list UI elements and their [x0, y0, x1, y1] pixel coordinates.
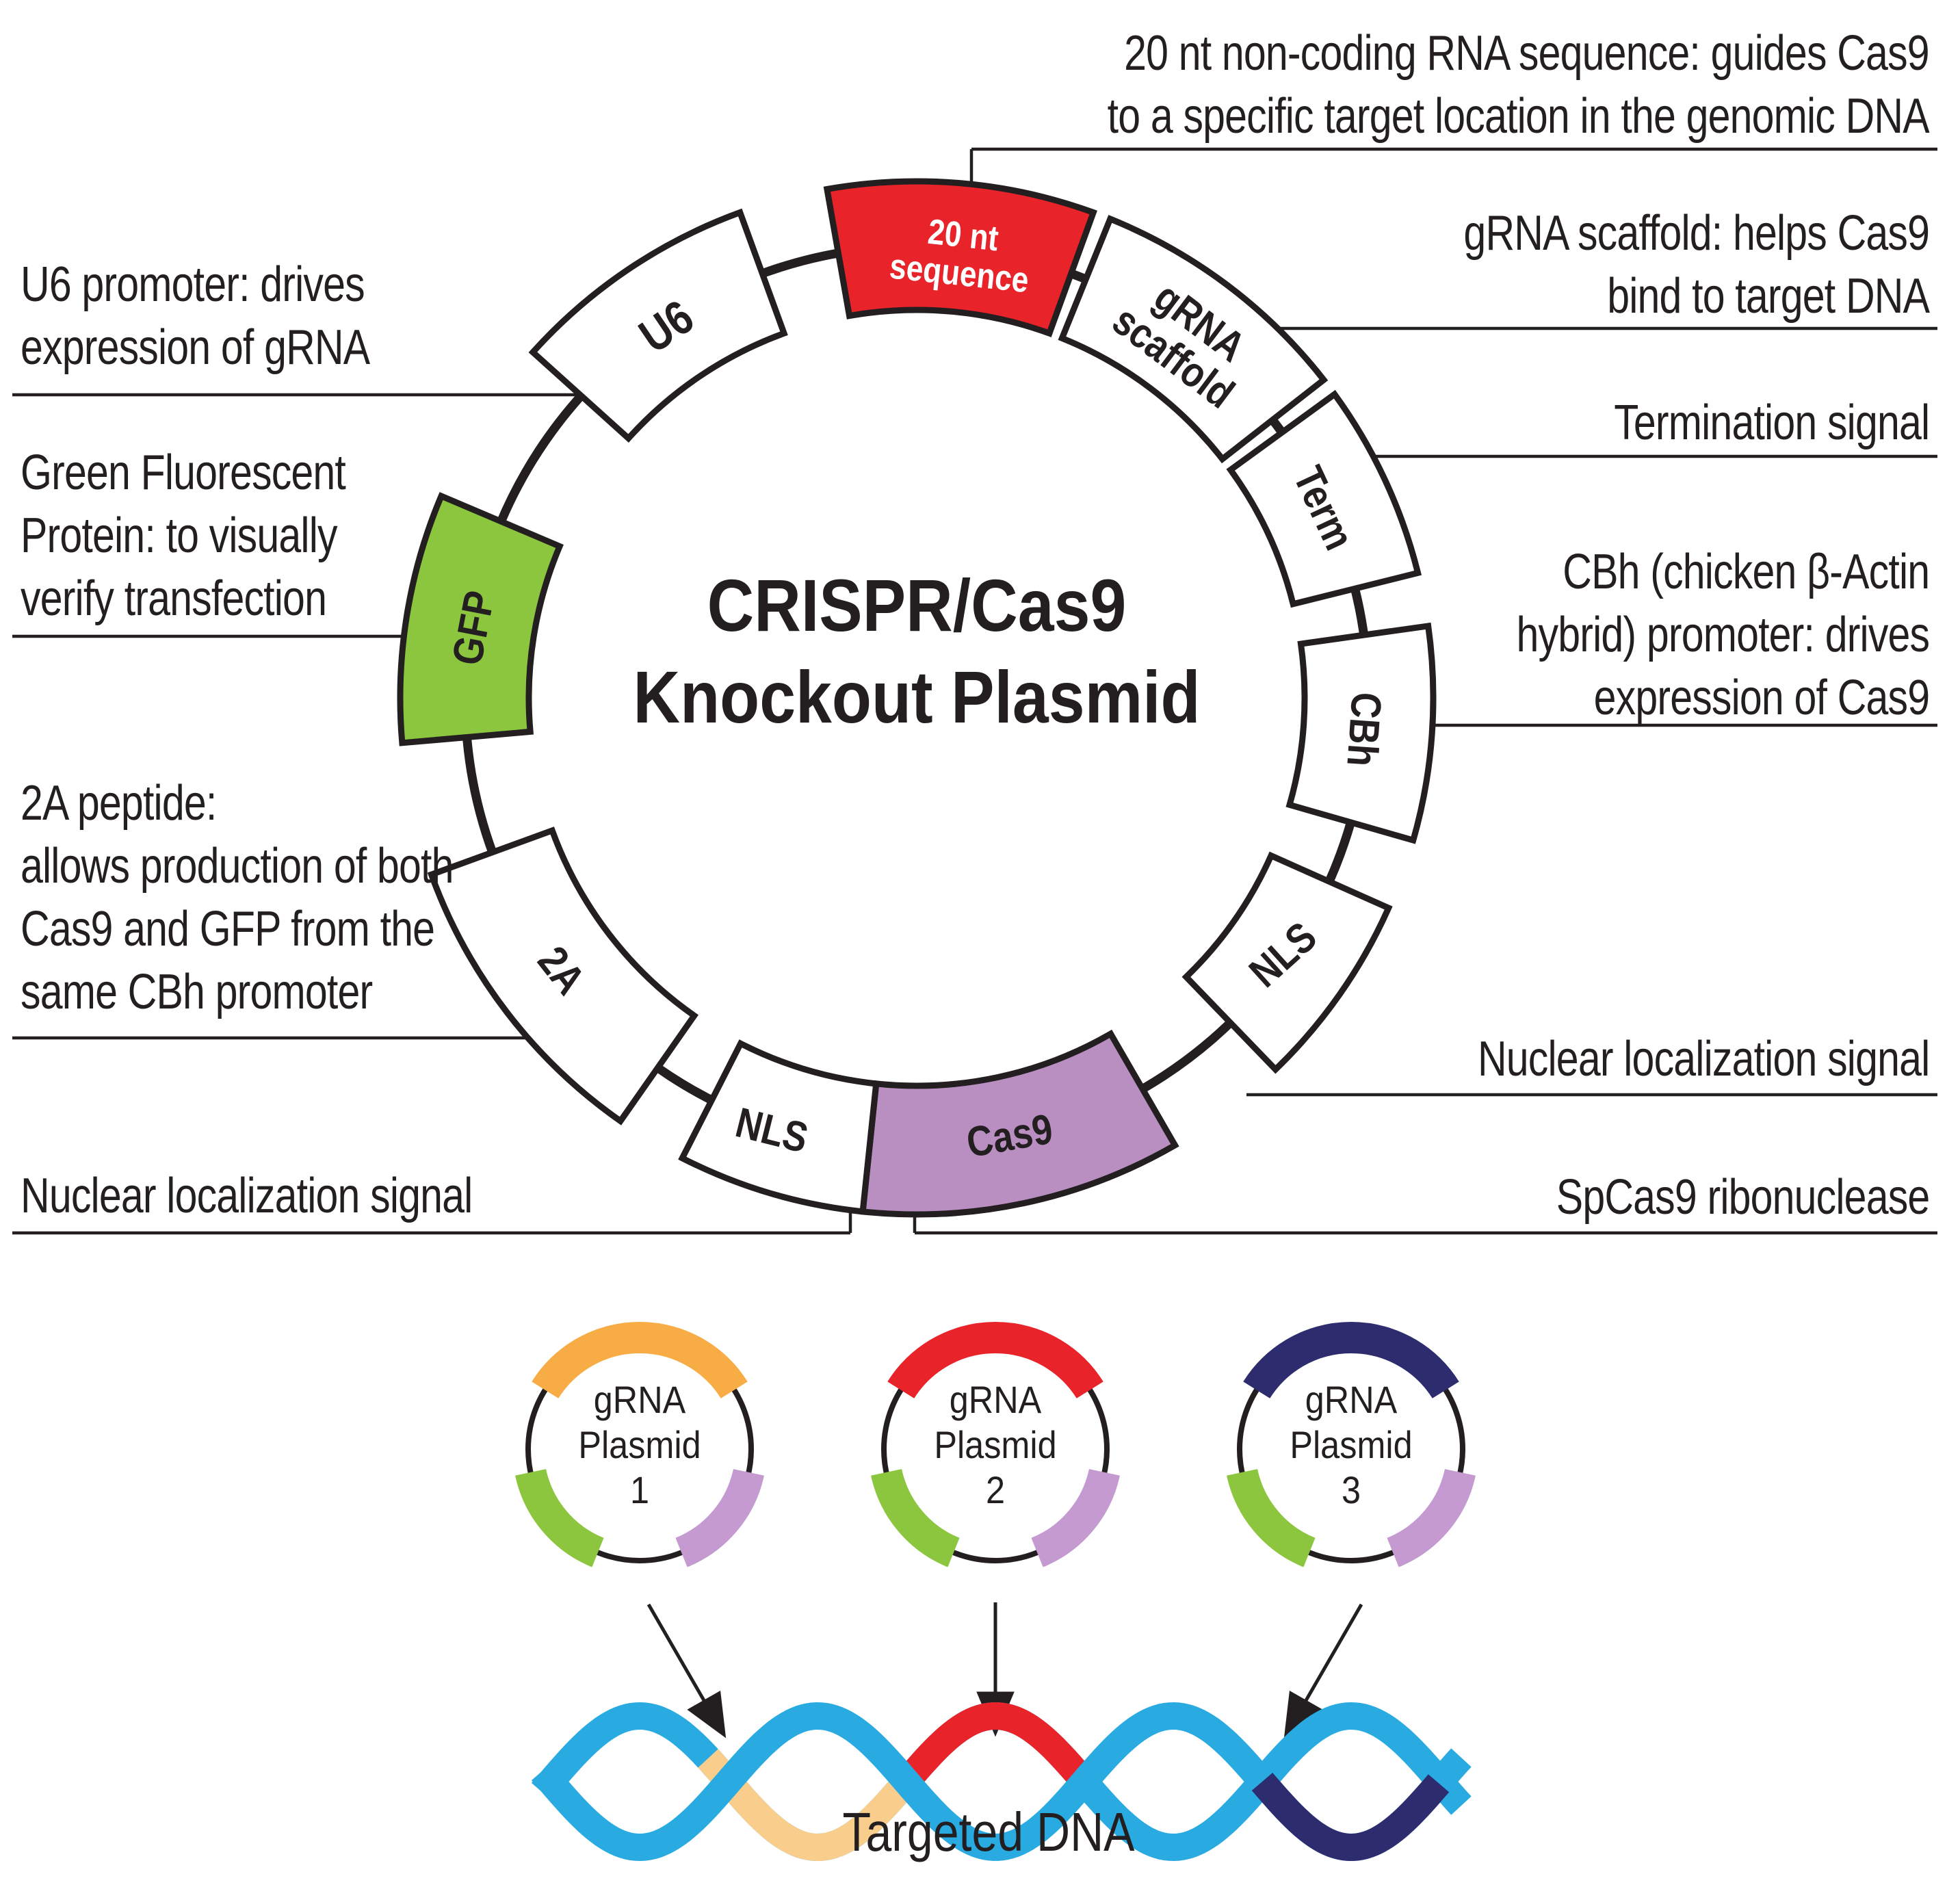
segment-nls-left	[678, 1039, 880, 1215]
segment-label-cbh: CBh	[1337, 690, 1390, 768]
annotation-gfp: Green Fluorescent Protein: to visually v…	[21, 445, 346, 626]
dna-highlight-tan	[698, 1749, 916, 1862]
mini-arc-green	[1227, 1468, 1316, 1567]
grna-plasmid-3	[1227, 1322, 1476, 1567]
segment-2a	[427, 827, 699, 1125]
targeted-dna-helix	[531, 1702, 1472, 1862]
segment-term	[1226, 389, 1422, 608]
mini-arc-purple	[1030, 1468, 1120, 1567]
plasmid-ring-layer	[397, 178, 1437, 1218]
annotation-grna-scaffold: gRNA scaffold: helps Cas9 bind to target…	[1463, 206, 1930, 324]
segment-label-20nt: 20 nt sequence	[887, 211, 1031, 301]
segment-gfp	[397, 492, 564, 746]
annotation-u6-promoter: U6 promoter: drives expression of gRNA	[21, 257, 370, 375]
mini-arc-20nt	[1243, 1322, 1459, 1399]
annotation-termination-signal: Termination signal	[1613, 395, 1930, 450]
plasmid-title: CRISPR/Cas9 Knockout Plasmid	[633, 564, 1201, 738]
mini-arc-green	[871, 1468, 961, 1567]
annotation-2a-peptide: 2A peptide: allows production of both Ca…	[21, 776, 454, 1019]
annotation-spcas9: SpCas9 ribonuclease	[1556, 1170, 1929, 1225]
grna-plasmids-layer	[515, 1322, 1476, 1567]
mini-arc-purple	[1386, 1468, 1476, 1567]
annotation-cbh-promoter: CBh (chicken β-Actin hybrid) promoter: d…	[1516, 545, 1930, 725]
mini-arc-green	[515, 1468, 605, 1567]
segment-u6	[528, 208, 788, 443]
segment-nls-right	[1181, 851, 1393, 1074]
grna-plasmid-2	[871, 1322, 1120, 1567]
targeted-dna-label: Targeted DNA	[842, 1801, 1135, 1862]
leader-lines	[12, 147, 1937, 1235]
segment-seq20	[823, 178, 1097, 337]
grna-plasmid-1	[515, 1322, 764, 1567]
annotation-20nt-sequence: 20 nt non-coding RNA sequence: guides Ca…	[1107, 26, 1930, 144]
mini-arc-20nt	[887, 1322, 1103, 1399]
dna-highlight-red	[896, 1702, 1094, 1791]
grna-plasmid1-label: gRNA Plasmid 1	[578, 1378, 701, 1511]
segment-cbh	[1285, 622, 1437, 844]
grna-plasmid3-label: gRNA Plasmid 3	[1290, 1378, 1413, 1511]
arrow-plasmid1	[646, 1603, 727, 1739]
annotation-nls-right: Nuclear localization signal	[1477, 1032, 1930, 1086]
dna-highlight-navy	[1251, 1772, 1450, 1862]
annotation-nls-left: Nuclear localization signal	[21, 1169, 473, 1223]
segment-scaffold	[1058, 215, 1329, 464]
mini-arc-purple	[675, 1468, 764, 1567]
grna-plasmid2-label: gRNA Plasmid 2	[934, 1378, 1057, 1511]
mini-arc-20nt	[532, 1322, 748, 1399]
